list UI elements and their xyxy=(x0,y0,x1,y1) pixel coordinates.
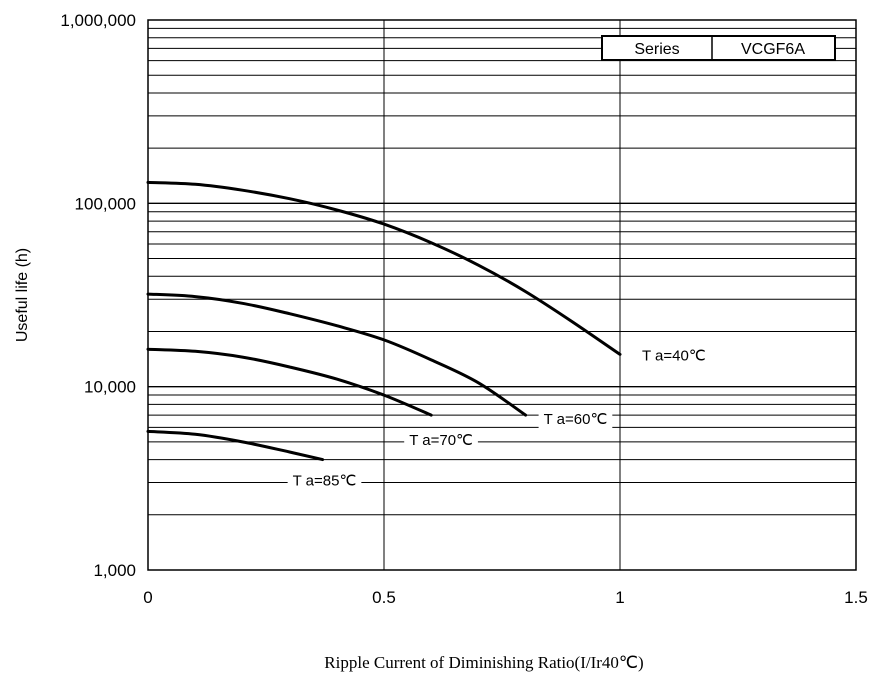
series-label-bg xyxy=(287,470,362,492)
series-label: T a=60℃ xyxy=(544,411,608,428)
series-line-2 xyxy=(146,347,433,417)
x-tick-label: 0.5 xyxy=(372,588,396,607)
legend-value: VCGF6A xyxy=(741,41,805,58)
y-tick-label: 100,000 xyxy=(75,194,136,213)
y-tick-label: 10,000 xyxy=(84,378,136,397)
legend-box xyxy=(601,35,836,61)
ticks: 1,000 10,000 100,000 1,000,000 0 0.5 1 1.5 xyxy=(60,11,867,607)
series-label-group-3: T a=85℃ xyxy=(287,470,362,492)
series-line-1 xyxy=(146,292,528,417)
x-tick-label: 1.5 xyxy=(844,588,868,607)
y-tick-label: 1,000 xyxy=(93,561,136,580)
legend: Series VCGF6A xyxy=(601,35,836,61)
grid xyxy=(148,20,856,570)
plot-area-border xyxy=(147,19,857,571)
series-label-bg xyxy=(538,409,613,431)
series-label: T a=70℃ xyxy=(409,432,473,449)
x-tick-label: 1 xyxy=(615,588,624,607)
series-layer xyxy=(146,180,622,462)
series-label-bg xyxy=(404,430,478,452)
series-labels: T a=40℃ T a=60℃ T a=70℃ T a=85℃ xyxy=(287,347,706,492)
x-tick-label: 0 xyxy=(143,588,152,607)
y-tick-label: 1,000,000 xyxy=(60,11,136,30)
series-label-group-2: T a=70℃ xyxy=(404,430,478,452)
y-axis-title: Useful life (h) xyxy=(14,248,31,342)
legend-key: Series xyxy=(634,41,679,58)
series-label-group-0: T a=40℃ xyxy=(642,347,706,364)
series-line-3 xyxy=(146,429,325,462)
series-label: T a=85℃ xyxy=(293,473,357,490)
series-label-group-1: T a=60℃ xyxy=(538,409,613,431)
series-label: T a=40℃ xyxy=(642,347,706,364)
series-line-0 xyxy=(146,180,622,356)
x-axis-title: Ripple Current of Diminishing Ratio(I/Ir… xyxy=(324,653,643,672)
